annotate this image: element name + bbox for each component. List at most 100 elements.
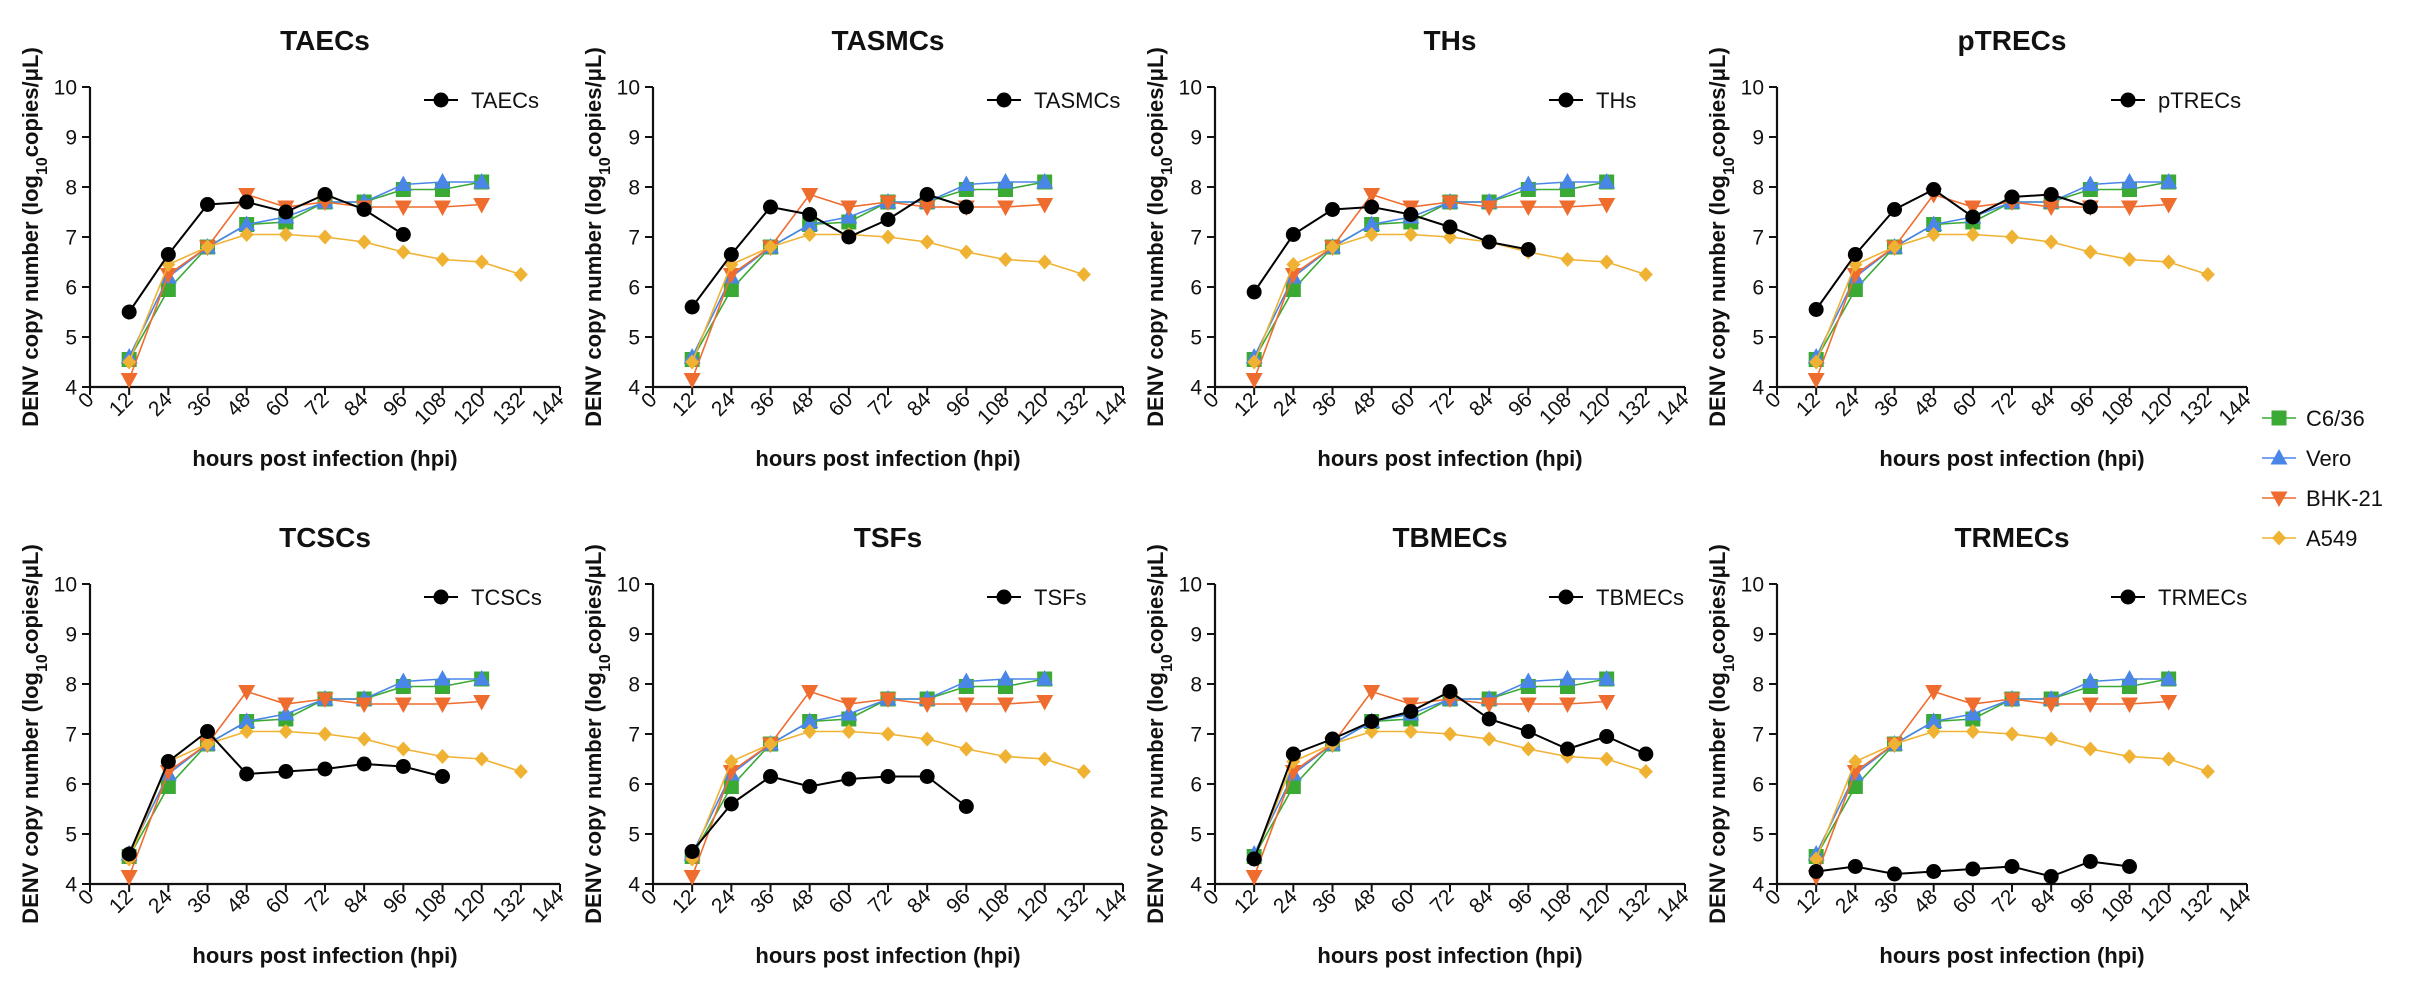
data-point bbox=[1925, 685, 1943, 701]
data-point bbox=[1559, 173, 1576, 189]
x-axis-label: hours post infection (hpi) bbox=[755, 446, 1020, 471]
x-tick-label: 96 bbox=[379, 388, 412, 421]
data-point bbox=[2121, 173, 2138, 189]
data-point bbox=[919, 187, 935, 202]
series-line bbox=[1253, 678, 1607, 855]
data-point bbox=[2004, 859, 2020, 874]
data-point bbox=[1520, 242, 1536, 257]
x-tick-label: 84 bbox=[1465, 885, 1498, 918]
series-line bbox=[1253, 690, 1607, 877]
data-point bbox=[1887, 866, 1902, 882]
data-point bbox=[1809, 354, 1824, 370]
data-point bbox=[278, 724, 293, 739]
panel-title: TASMCs bbox=[831, 25, 944, 56]
data-point bbox=[918, 200, 936, 216]
legend-item-a549: A549 bbox=[2262, 526, 2357, 551]
data-point bbox=[1965, 209, 1981, 225]
data-point bbox=[2161, 254, 2176, 270]
legend-item-vero: Vero bbox=[2262, 446, 2351, 471]
x-tick-label: 12 bbox=[105, 388, 138, 421]
series-line bbox=[691, 678, 1045, 855]
data-point bbox=[1245, 373, 1263, 389]
data-point bbox=[1560, 741, 1575, 757]
y-tick-label: 7 bbox=[1752, 227, 1764, 250]
x-tick-label: 72 bbox=[864, 388, 897, 421]
data-point bbox=[997, 697, 1014, 713]
x-axis-label: hours post infection (hpi) bbox=[1879, 446, 2144, 471]
data-point bbox=[1245, 870, 1263, 886]
data-point bbox=[1480, 200, 1498, 216]
x-tick-label: 0 bbox=[1761, 388, 1786, 413]
data-point bbox=[2083, 244, 2098, 260]
y-tick-label: 10 bbox=[1741, 77, 1764, 100]
panel-title: TAECs bbox=[280, 25, 370, 56]
x-tick-label: 0 bbox=[1199, 388, 1224, 413]
series-line bbox=[1815, 181, 2169, 360]
data-point bbox=[801, 215, 819, 231]
series-line bbox=[1815, 690, 2169, 877]
data-point bbox=[1481, 711, 1497, 727]
data-point bbox=[2200, 267, 2215, 282]
x-tick-label: 108 bbox=[1535, 885, 1576, 926]
data-point bbox=[238, 215, 256, 231]
series-line bbox=[128, 678, 482, 857]
x-tick-label: 108 bbox=[973, 388, 1014, 429]
series-tbmecs bbox=[1246, 684, 1654, 867]
x-tick-label: 144 bbox=[527, 388, 568, 429]
data-point bbox=[356, 202, 372, 217]
series-line bbox=[1253, 730, 1647, 860]
legend-label: BHK-21 bbox=[2306, 486, 2383, 511]
data-point bbox=[1964, 697, 1982, 713]
data-point bbox=[802, 227, 817, 242]
legend-label: A549 bbox=[2306, 526, 2357, 551]
series-bhk-21 bbox=[683, 188, 1054, 389]
data-point bbox=[1848, 754, 1863, 769]
data-point bbox=[879, 692, 897, 708]
data-point bbox=[1846, 268, 1864, 284]
data-point bbox=[513, 267, 528, 282]
data-point bbox=[1965, 861, 1981, 877]
series-a549 bbox=[1247, 227, 1653, 370]
series-tcscs bbox=[121, 724, 450, 862]
x-axis-label: hours post infection (hpi) bbox=[1879, 943, 2144, 968]
data-point bbox=[2200, 764, 2215, 779]
data-point bbox=[2161, 751, 2176, 767]
data-point bbox=[1964, 200, 1982, 216]
data-point bbox=[395, 759, 411, 774]
data-point bbox=[1441, 195, 1459, 211]
data-point bbox=[1638, 746, 1654, 762]
x-tick-label: 120 bbox=[2136, 885, 2177, 926]
x-tick-label: 0 bbox=[74, 388, 99, 413]
inset-legend-label: TCSCs bbox=[471, 585, 542, 610]
series-bhk-21 bbox=[1245, 685, 1616, 886]
inset-legend-marker bbox=[996, 589, 1012, 605]
data-point bbox=[840, 697, 858, 713]
x-tick-label: 96 bbox=[2066, 885, 2099, 918]
series-line bbox=[1253, 678, 1607, 857]
y-tick-label: 10 bbox=[617, 77, 640, 100]
data-point bbox=[473, 173, 491, 189]
x-tick-label: 144 bbox=[2214, 885, 2255, 926]
data-point bbox=[1403, 227, 1418, 242]
data-point bbox=[841, 724, 856, 739]
inset-legend: TASMCs bbox=[987, 88, 1120, 113]
data-point bbox=[881, 726, 895, 742]
data-point bbox=[434, 697, 451, 713]
data-point bbox=[278, 227, 293, 242]
data-point bbox=[1847, 859, 1863, 874]
x-tick-label: 84 bbox=[2027, 388, 2060, 421]
x-tick-label: 12 bbox=[668, 885, 701, 918]
x-tick-label: 0 bbox=[1761, 885, 1786, 910]
data-point bbox=[1926, 182, 1942, 197]
series-bhk-21 bbox=[120, 188, 491, 389]
y-axis-label: DENV copy number (log10copies/μL) bbox=[1705, 544, 1738, 924]
y-tick-label: 6 bbox=[628, 774, 640, 797]
data-point bbox=[473, 670, 491, 686]
data-point bbox=[1442, 684, 1458, 699]
data-point bbox=[920, 234, 935, 250]
y-tick-label: 9 bbox=[1752, 127, 1764, 150]
y-tick-label: 9 bbox=[65, 127, 77, 150]
x-tick-label: 96 bbox=[942, 885, 975, 918]
data-point bbox=[200, 239, 215, 255]
panel-title: TRMECs bbox=[1954, 522, 2069, 553]
